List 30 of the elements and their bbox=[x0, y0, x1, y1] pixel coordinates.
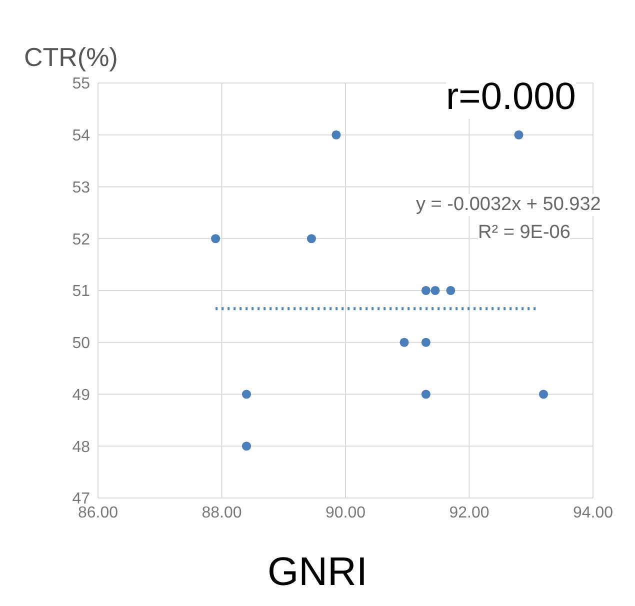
point bbox=[446, 286, 456, 296]
point bbox=[211, 234, 220, 244]
y-tick-label: 51 bbox=[72, 283, 90, 300]
y-axis-title: CTR(%) bbox=[24, 42, 118, 73]
point bbox=[514, 130, 524, 140]
y-tick-label: 49 bbox=[72, 386, 90, 404]
x-axis-title: GNRI bbox=[266, 550, 368, 595]
point bbox=[306, 234, 316, 244]
y-tick-label: 50 bbox=[72, 335, 90, 352]
y-tick-label: 53 bbox=[72, 179, 90, 196]
annotation: y = -0.0032x + 50.932 bbox=[416, 194, 601, 216]
point bbox=[242, 442, 252, 451]
y-tick-label: 54 bbox=[72, 128, 90, 145]
point bbox=[332, 130, 341, 140]
y-tick-label: 48 bbox=[72, 438, 90, 456]
point bbox=[430, 286, 440, 296]
point bbox=[421, 338, 430, 347]
x-tick-label: 88.00 bbox=[202, 504, 242, 522]
y-tick-label: 55 bbox=[72, 76, 90, 93]
x-tick-label: 90.00 bbox=[325, 504, 366, 522]
point bbox=[421, 390, 430, 399]
annotation: r=0.000 bbox=[446, 76, 576, 119]
point bbox=[538, 390, 548, 399]
point bbox=[242, 390, 252, 399]
x-tick-label: 94.00 bbox=[572, 504, 614, 522]
annotation: R² = 9E-06 bbox=[478, 222, 570, 244]
point bbox=[421, 286, 430, 296]
y-tick-label: 52 bbox=[72, 231, 90, 248]
point bbox=[400, 338, 409, 347]
x-tick-label: 92.00 bbox=[449, 504, 490, 522]
